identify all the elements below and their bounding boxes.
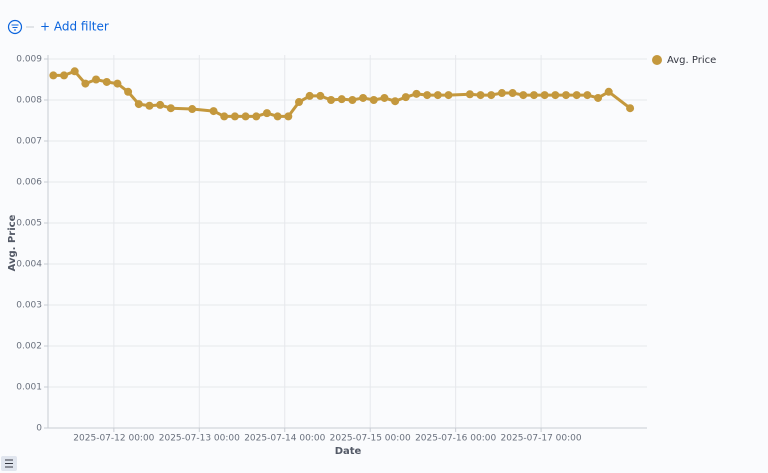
y-tick-label: 0: [36, 424, 42, 434]
point: [551, 91, 560, 100]
point: [102, 77, 111, 86]
point: [81, 79, 90, 88]
legend-swatch: [652, 55, 662, 65]
point: [273, 112, 282, 121]
point: [230, 112, 239, 121]
x-tick-label: 2025-07-15 00:00: [330, 434, 411, 444]
y-tick-label: 0.007: [16, 137, 42, 147]
point: [134, 100, 143, 109]
x-tick-label: 2025-07-16 00:00: [415, 434, 496, 444]
point: [252, 112, 261, 121]
point: [497, 89, 506, 98]
point: [604, 87, 613, 96]
y-tick-label: 0.002: [16, 342, 42, 352]
list-icon[interactable]: [1, 456, 17, 471]
point: [487, 91, 496, 100]
point: [327, 96, 336, 104]
point: [391, 97, 400, 106]
y-axis-title: Avg. Price: [7, 214, 18, 271]
point: [583, 91, 592, 100]
point: [540, 91, 549, 100]
point: [166, 104, 175, 113]
point: [572, 91, 581, 100]
point: [348, 96, 357, 104]
x-tick-label: 2025-07-17 00:00: [501, 434, 582, 444]
y-tick-label: 0.001: [16, 383, 42, 393]
legend-label: Avg. Price: [667, 55, 716, 66]
point: [562, 91, 571, 100]
point: [508, 89, 517, 98]
point: [401, 93, 410, 102]
y-tick-label: 0.004: [16, 260, 42, 270]
point: [294, 98, 303, 107]
x-axis-title: Date: [335, 446, 362, 457]
point: [476, 91, 485, 100]
point: [359, 93, 368, 102]
point: [156, 100, 165, 109]
point: [284, 112, 293, 121]
filter-icon[interactable]: [7, 19, 35, 35]
point: [594, 93, 603, 102]
point: [529, 91, 538, 100]
y-tick-label: 0.009: [16, 55, 42, 65]
point: [433, 91, 442, 100]
point: [124, 87, 133, 96]
y-tick-label: 0.003: [16, 301, 42, 311]
point: [626, 104, 635, 113]
point: [519, 91, 528, 100]
x-tick-label: 2025-07-14 00:00: [244, 434, 325, 444]
point: [241, 112, 250, 121]
point: [380, 93, 389, 102]
point: [465, 90, 474, 99]
point: [220, 112, 229, 121]
point: [305, 91, 314, 100]
point: [369, 96, 378, 104]
point: [49, 71, 58, 80]
x-tick-label: 2025-07-13 00:00: [159, 434, 240, 444]
x-tick-label: 2025-07-12 00:00: [73, 434, 154, 444]
point: [70, 67, 79, 76]
add-filter[interactable]: + Add filter: [40, 20, 109, 34]
point: [412, 89, 421, 98]
point: [316, 91, 325, 100]
point: [60, 71, 69, 80]
y-tick-label: 0.008: [16, 96, 42, 106]
y-tick-label: 0.005: [16, 219, 42, 229]
point: [188, 105, 197, 114]
point: [423, 91, 432, 100]
point: [145, 101, 154, 110]
point: [337, 95, 346, 104]
point: [444, 91, 453, 100]
point: [209, 107, 218, 116]
point: [92, 75, 101, 84]
point: [113, 79, 122, 88]
y-tick-label: 0.006: [16, 178, 42, 188]
point: [262, 109, 271, 118]
